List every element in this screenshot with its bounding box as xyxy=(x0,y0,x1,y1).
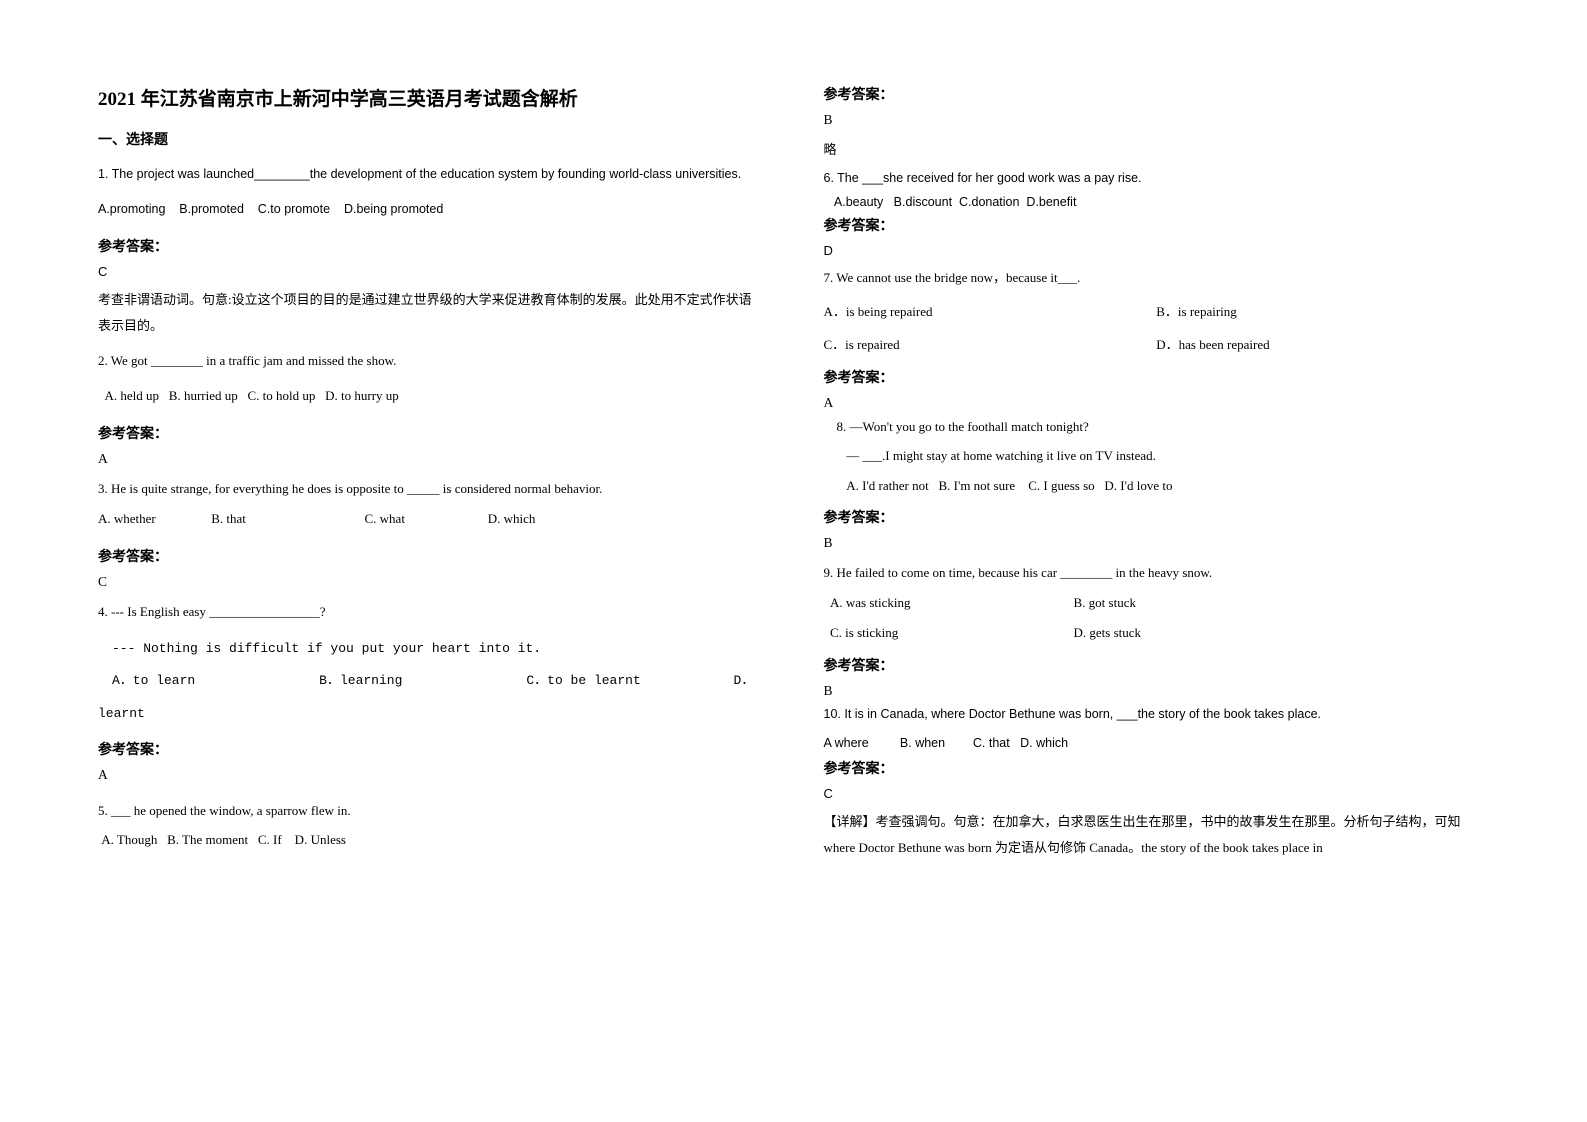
q4-opt-b: B．learning xyxy=(319,667,526,696)
q6-text: 6. The ___she received for her good work… xyxy=(824,167,1490,191)
q7-text: 7. We cannot use the bridge now，because … xyxy=(824,266,1490,291)
q9-opt-a: A. was sticking xyxy=(824,595,1074,611)
left-column: 2021 年江苏省南京市上新河中学高三英语月考试题含解析 一、选择题 1. Th… xyxy=(98,84,764,1038)
document-title: 2021 年江苏省南京市上新河中学高三英语月考试题含解析 xyxy=(98,84,764,111)
q9-answer: B xyxy=(824,683,1490,699)
q3-opt-d: D. which xyxy=(488,506,536,532)
q6-options: A.beauty B.discount C.donation D.benefit xyxy=(824,190,1490,215)
answer-label: 参考答案： xyxy=(824,655,1490,675)
right-column: 参考答案： B 略 6. The ___she received for her… xyxy=(824,84,1490,1038)
q9-opt-b: B. got stuck xyxy=(1074,595,1490,611)
q7-opt-b: B．is repairing xyxy=(1156,301,1489,320)
q10-text: 10. It is in Canada, where Doctor Bethun… xyxy=(824,703,1490,727)
q5-note: 略 xyxy=(824,138,1490,163)
section-heading: 一、选择题 xyxy=(98,129,764,149)
q7-opts-row1: A．is being repaired B．is repairing xyxy=(824,301,1490,320)
q1-text: 1. The project was launched________the d… xyxy=(98,163,764,187)
q5-answer: B xyxy=(824,112,1490,128)
answer-label: 参考答案： xyxy=(824,215,1490,235)
q7-opt-a: A．is being repaired xyxy=(824,301,1157,320)
q1-answer: C xyxy=(98,264,764,279)
q10-answer: C xyxy=(824,786,1490,801)
q4-line2: --- Nothing is difficult if you put your… xyxy=(98,635,764,664)
answer-label: 参考答案： xyxy=(824,507,1490,527)
q8-options: A. I'd rather not B. I'm not sure C. I g… xyxy=(824,473,1490,499)
q2-options: A. held up B. hurried up C. to hold up D… xyxy=(98,383,764,409)
q3-opt-b: B. that xyxy=(211,506,361,532)
q5-options: A. Though B. The moment C. If D. Unless xyxy=(98,827,764,853)
q9-opt-d: D. gets stuck xyxy=(1074,625,1490,641)
q7-opts-row2: C．is repaired D．has been repaired xyxy=(824,334,1490,353)
answer-label: 参考答案： xyxy=(98,423,764,443)
q10-explanation: 【详解】考查强调句。句意：在加拿大，白求恩医生出生在那里，书中的故事发生在那里。… xyxy=(824,809,1490,861)
answer-label: 参考答案： xyxy=(824,84,1490,104)
q8-answer: B xyxy=(824,535,1490,551)
q3-opt-c: C. what xyxy=(365,506,485,532)
q3-opt-a: A. whether xyxy=(98,506,208,532)
q9-opts-row2: C. is sticking D. gets stuck xyxy=(824,625,1490,641)
q6-answer: D xyxy=(824,243,1490,258)
q8-text: 8. —Won't you go to the foothall match t… xyxy=(824,415,1490,440)
q10-options: A where B. when C. that D. which xyxy=(824,731,1490,756)
q3-text: 3. He is quite strange, for everything h… xyxy=(98,477,764,502)
q4-answer: A xyxy=(98,767,764,783)
q4-opt-d2: learnt xyxy=(98,700,764,729)
q1-explanation: 考查非谓语动词。句意:设立这个项目的目的是通过建立世界级的大学来促进教育体制的发… xyxy=(98,287,764,339)
q7-answer: A xyxy=(824,395,1490,411)
q2-answer: A xyxy=(98,451,764,467)
q4-opt-c: C．to be learnt xyxy=(526,667,733,696)
answer-label: 参考答案： xyxy=(98,236,764,256)
q2-text: 2. We got ________ in a traffic jam and … xyxy=(98,349,764,374)
q4-options: A．to learn B．learning C．to be learnt D． xyxy=(98,667,764,696)
answer-label: 参考答案： xyxy=(98,546,764,566)
q7-opt-d: D．has been repaired xyxy=(1156,334,1489,353)
answer-label: 参考答案： xyxy=(98,739,764,759)
q9-opt-c: C. is sticking xyxy=(824,625,1074,641)
q9-text: 9. He failed to come on time, because hi… xyxy=(824,561,1490,586)
q1-options: A.promoting B.promoted C.to promote D.be… xyxy=(98,197,764,222)
q3-answer: C xyxy=(98,574,764,590)
q4-text: 4. --- Is English easy _________________… xyxy=(98,600,764,625)
answer-label: 参考答案： xyxy=(824,758,1490,778)
q4-opt-a: A．to learn xyxy=(112,667,319,696)
q3-options: A. whether B. that C. what D. which xyxy=(98,506,764,532)
q4-opt-d: D． xyxy=(734,667,764,696)
q7-opt-c: C．is repaired xyxy=(824,334,1157,353)
answer-label: 参考答案： xyxy=(824,367,1490,387)
q8-line2: — ___.I might stay at home watching it l… xyxy=(824,444,1490,469)
q5-text: 5. ___ he opened the window, a sparrow f… xyxy=(98,799,764,824)
q9-opts-row1: A. was sticking B. got stuck xyxy=(824,595,1490,611)
